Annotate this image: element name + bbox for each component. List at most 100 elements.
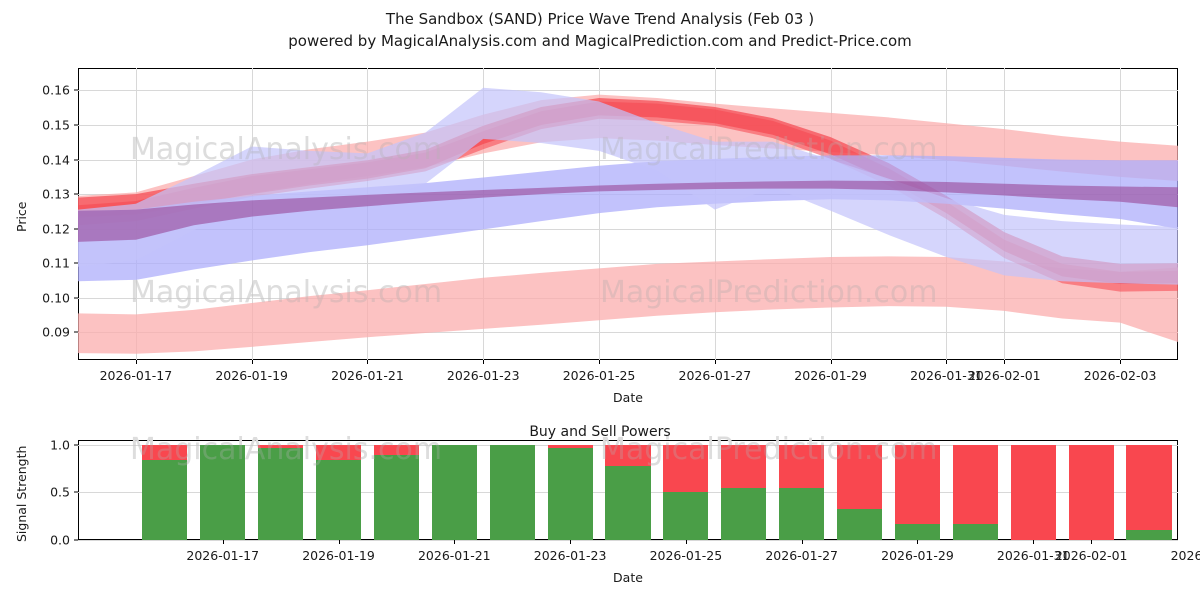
signal-x-tick-label: 2026-01-29	[881, 548, 954, 563]
signal-x-tick-label: 2026-01-27	[765, 548, 838, 563]
page-subtitle: powered by MagicalAnalysis.com and Magic…	[288, 32, 912, 50]
signal-x-tick-mark	[222, 540, 224, 544]
bar-stack[interactable]	[894, 444, 941, 540]
price-grid-line-vertical	[483, 68, 485, 360]
bar-stack[interactable]	[837, 444, 883, 540]
bar-segment-sell-power	[1010, 444, 1056, 540]
bar-stack[interactable]	[1126, 444, 1172, 540]
price-x-tick-label: 2026-01-31	[910, 368, 983, 383]
bar-stack[interactable]	[431, 444, 477, 540]
bar-segment-sell-power	[1126, 444, 1172, 530]
price-grid-line	[78, 159, 1178, 161]
signal-y-tick-label: 1.0	[50, 437, 70, 453]
price-y-tick-label: 0.15	[42, 117, 70, 133]
signal-x-tick-label: 2026-01-23	[533, 548, 607, 563]
price-y-tick-label: 0.10	[42, 290, 70, 306]
price-grid-line-vertical	[367, 68, 369, 360]
price-y-tick-label: 0.16	[42, 82, 70, 98]
price-y-tick-mark	[74, 228, 78, 230]
price-y-tick-mark	[74, 331, 78, 333]
signal-grid-line	[78, 540, 1178, 541]
price-y-tick-mark	[74, 193, 78, 195]
chart-title-block: The Sandbox (SAND) Price Wave Trend Anal…	[0, 8, 1200, 52]
bar-segment-buy-power	[431, 444, 477, 540]
bar-stack[interactable]	[1068, 444, 1114, 540]
bar-stack[interactable]	[1010, 444, 1056, 540]
bar-stack[interactable]	[547, 444, 593, 540]
buy-sell-powers-title: Buy and Sell Powers	[529, 424, 671, 440]
price-y-tick-label: 0.09	[42, 324, 70, 340]
bar-stack[interactable]	[142, 444, 188, 540]
price-y-tick-mark	[74, 262, 78, 264]
bar-segment-buy-power	[1126, 529, 1172, 540]
bar-segment-sell-power	[142, 444, 188, 460]
bar-stack[interactable]	[373, 444, 419, 540]
signal-x-tick-mark	[454, 540, 456, 544]
price-x-tick-mark	[714, 360, 716, 364]
bar-stack[interactable]	[258, 444, 304, 540]
signal-x-tick-mark	[1033, 540, 1035, 544]
price-grid-line-vertical	[1120, 68, 1122, 360]
price-y-tick-label: 0.12	[42, 221, 70, 237]
price-x-tick-label: 2026-01-21	[331, 368, 404, 383]
price-grid-line	[78, 228, 1178, 230]
price-x-tick-label: 2026-01-23	[446, 368, 520, 383]
bar-segment-buy-power	[489, 444, 535, 540]
bar-segment-sell-power	[952, 444, 998, 524]
bar-stack[interactable]	[779, 444, 825, 540]
bar-segment-sell-power	[779, 444, 825, 488]
price-x-tick-mark	[1120, 360, 1122, 364]
bar-segment-buy-power	[779, 487, 825, 540]
signal-x-tick-label: 2026-01-21	[417, 548, 491, 563]
price-grid-line	[78, 297, 1178, 299]
signal-x-tick-label: 2026-02-01	[1054, 548, 1128, 563]
bar-segment-buy-power	[142, 460, 188, 540]
price-x-tick-mark	[599, 360, 601, 364]
buy-sell-powers-panel: Buy and Sell Powers 0.0 0.5 1.0 2026-01-17 2…	[0, 410, 1200, 600]
price-grid-line-vertical	[135, 68, 137, 360]
bar-stack[interactable]	[200, 444, 246, 540]
bar-segment-buy-power	[373, 455, 419, 540]
price-grid-line	[78, 332, 1178, 334]
signal-y-tick-label: 0.5	[50, 484, 70, 500]
buy-sell-x-axis-title: Date	[613, 570, 643, 585]
signal-x-tick-label: 2026-01-17	[186, 548, 260, 563]
bar-segment-sell-power	[258, 444, 304, 448]
bar-stack[interactable]	[489, 444, 535, 540]
bar-segment-sell-power	[315, 444, 362, 460]
bar-stack[interactable]	[721, 444, 767, 540]
bar-segment-sell-power	[373, 444, 419, 456]
buy-sell-bar-group	[78, 440, 1178, 540]
price-x-tick-mark	[483, 360, 485, 364]
price-y-tick-label: 0.14	[42, 152, 70, 168]
bar-segment-buy-power	[894, 523, 941, 540]
bar-stack[interactable]	[315, 444, 362, 540]
price-x-tick-label: 2026-01-27	[678, 368, 752, 383]
bar-segment-buy-power	[605, 465, 651, 540]
signal-y-tick-mark	[74, 539, 78, 541]
bar-stack[interactable]	[605, 444, 651, 540]
price-x-tick-label: 2026-01-19	[215, 368, 288, 383]
bar-stack[interactable]	[952, 444, 998, 540]
bar-segment-buy-power	[837, 508, 883, 540]
signal-x-tick-mark	[570, 540, 572, 544]
bar-segment-buy-power	[315, 460, 362, 540]
price-y-tick-mark	[74, 297, 78, 299]
signal-x-tick-label: 2026-02-03	[1170, 548, 1200, 563]
signal-x-tick-label: 2026-01-19	[302, 548, 375, 563]
price-x-tick-label: 2026-02-03	[1083, 368, 1157, 383]
price-grid-line-vertical	[251, 68, 253, 360]
signal-x-tick-mark	[685, 540, 687, 544]
price-x-tick-mark	[135, 360, 137, 364]
price-wave-x-axis-title: Date	[613, 390, 643, 405]
signal-y-tick-mark	[74, 444, 78, 446]
price-wave-panel: 0.09 0.10 0.11 0.12 0.13 0.14 0.15 0.16 2026-01-…	[0, 60, 1200, 405]
signal-x-tick-mark	[801, 540, 803, 544]
bar-stack[interactable]	[663, 444, 709, 540]
price-x-tick-mark	[367, 360, 369, 364]
bar-segment-sell-power	[1068, 444, 1114, 540]
bar-segment-buy-power	[663, 492, 709, 540]
price-y-tick-mark	[74, 159, 78, 161]
signal-x-tick-mark	[1091, 540, 1093, 544]
